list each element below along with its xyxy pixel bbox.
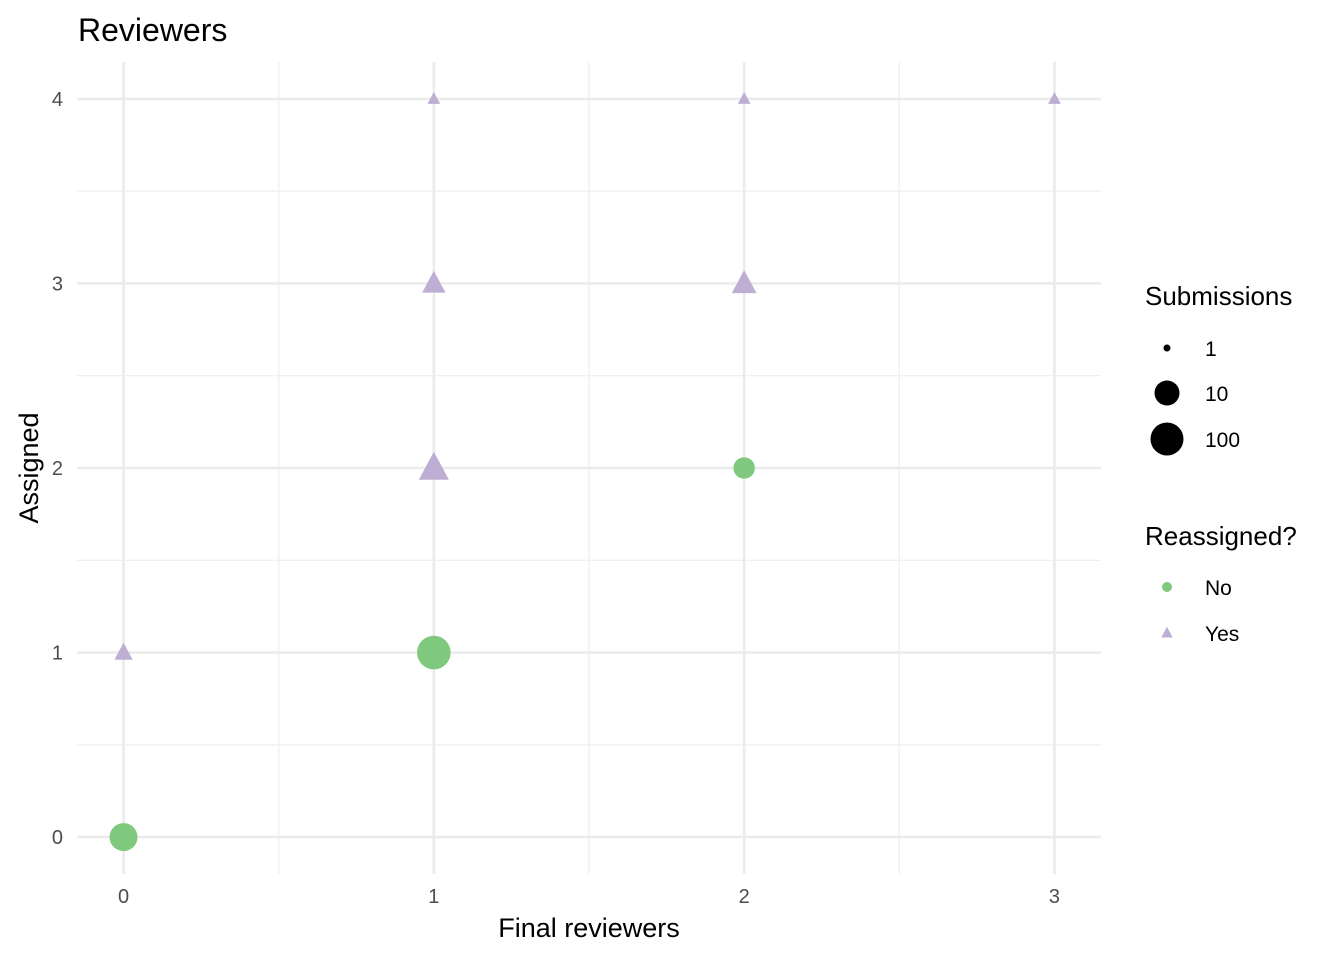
point-triangle bbox=[418, 451, 449, 480]
size-legend: Submissions 1 10 100 bbox=[1145, 281, 1292, 456]
chart-title: Reviewers bbox=[78, 12, 227, 48]
shape-legend-title: Reassigned? bbox=[1145, 521, 1297, 551]
point-triangle bbox=[427, 92, 441, 104]
shape-legend-key bbox=[1161, 626, 1173, 638]
y-tick-label: 0 bbox=[52, 827, 63, 849]
point-triangle bbox=[422, 270, 446, 293]
point-circle bbox=[733, 457, 755, 479]
x-tick-label: 0 bbox=[118, 886, 129, 908]
x-tick-label: 1 bbox=[428, 886, 439, 908]
point-circle bbox=[417, 635, 451, 670]
shape-legend-key bbox=[1162, 582, 1172, 592]
grid bbox=[77, 62, 1101, 874]
size-legend-key bbox=[1154, 380, 1180, 406]
data-points bbox=[109, 92, 1061, 852]
y-tick-label: 1 bbox=[52, 643, 63, 665]
x-axis-ticks: 0 1 2 3 bbox=[118, 886, 1060, 908]
x-axis-title: Final reviewers bbox=[498, 913, 680, 943]
point-triangle bbox=[114, 642, 133, 660]
size-legend-label: 1 bbox=[1205, 338, 1217, 361]
point-triangle bbox=[1048, 92, 1061, 104]
y-axis-title: Assigned bbox=[14, 412, 44, 523]
y-tick-label: 4 bbox=[52, 89, 63, 111]
shape-legend-label: No bbox=[1205, 577, 1232, 600]
shape-legend-label: Yes bbox=[1205, 623, 1239, 646]
y-axis-ticks: 0 1 2 3 4 bbox=[52, 89, 63, 849]
size-legend-label: 100 bbox=[1205, 429, 1240, 452]
shape-legend: Reassigned? No Yes bbox=[1145, 521, 1297, 646]
x-tick-label: 3 bbox=[1049, 886, 1060, 908]
size-legend-title: Submissions bbox=[1145, 281, 1292, 311]
point-circle bbox=[109, 823, 138, 852]
y-tick-label: 3 bbox=[52, 273, 63, 295]
y-tick-label: 2 bbox=[52, 458, 63, 480]
size-legend-key bbox=[1163, 344, 1171, 352]
size-legend-key bbox=[1150, 422, 1184, 456]
point-triangle bbox=[731, 270, 757, 294]
x-tick-label: 2 bbox=[739, 886, 750, 908]
size-legend-label: 10 bbox=[1205, 383, 1228, 406]
point-triangle bbox=[737, 92, 751, 104]
